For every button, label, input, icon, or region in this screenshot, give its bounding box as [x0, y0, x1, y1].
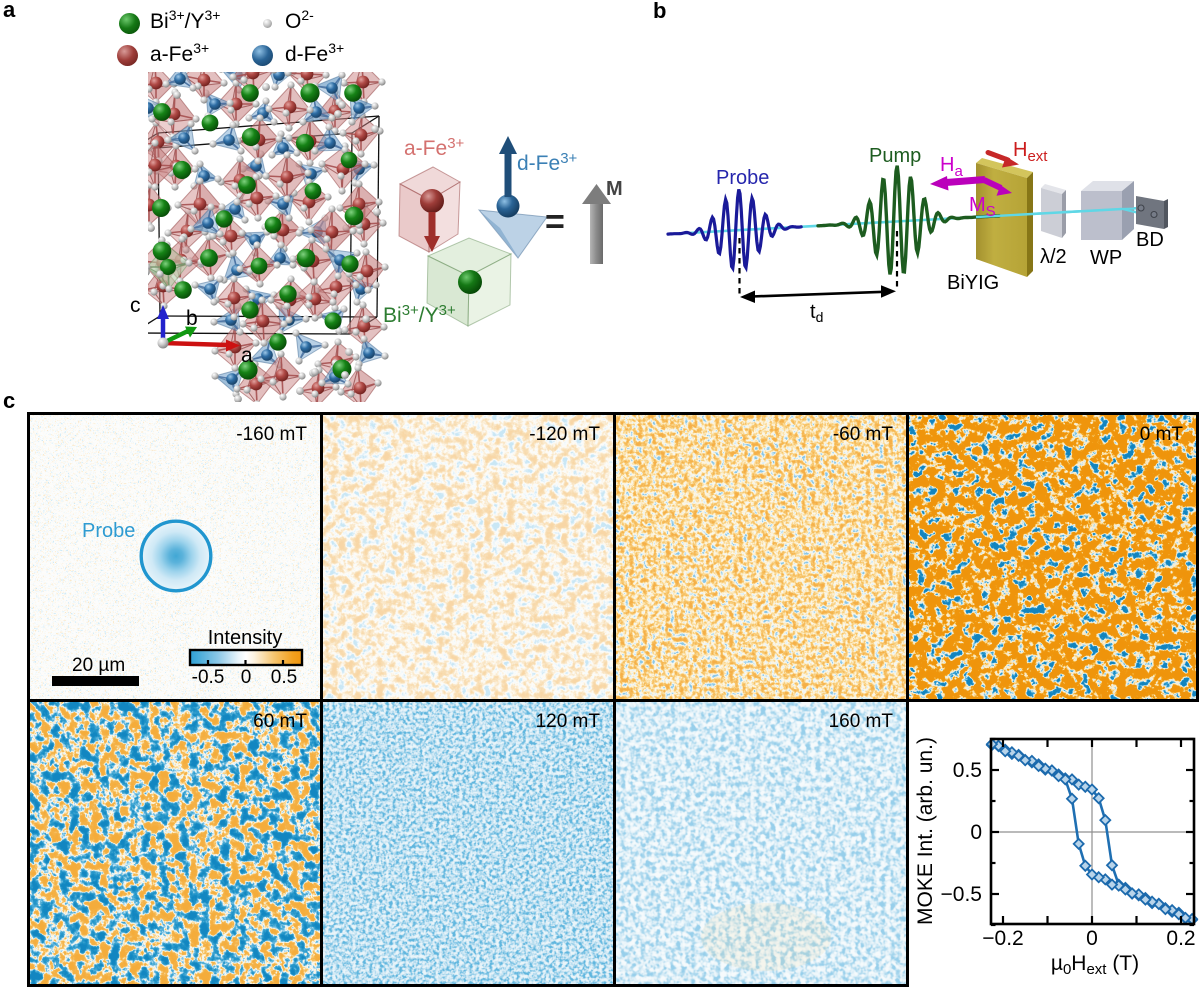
svg-text:0.2: 0.2	[1166, 927, 1195, 950]
svg-text:c: c	[130, 294, 141, 317]
svg-text:b: b	[186, 307, 198, 330]
svg-text:Hext: Hext	[1013, 139, 1048, 165]
svg-text:λ/2: λ/2	[1040, 246, 1067, 268]
svg-text:0.5: 0.5	[953, 759, 982, 782]
svg-text:µ0Hext (T): µ0Hext (T)	[1051, 952, 1139, 978]
svg-text:td: td	[810, 301, 823, 325]
svg-text:0.5: 0.5	[271, 667, 297, 688]
svg-text:0: 0	[970, 821, 982, 844]
svg-text:BiYIG: BiYIG	[947, 272, 999, 294]
svg-text:Ha: Ha	[940, 154, 963, 180]
svg-text:Pump: Pump	[869, 145, 921, 167]
svg-text:−0.5: −0.5	[941, 883, 982, 906]
svg-text:-0.5: -0.5	[192, 667, 225, 688]
svg-text:Probe: Probe	[82, 520, 135, 542]
svg-text:BD: BD	[1136, 229, 1164, 251]
svg-text:0: 0	[1086, 927, 1098, 950]
svg-text:M: M	[606, 178, 623, 200]
svg-text:Intensity: Intensity	[208, 627, 282, 649]
svg-text:−0.2: −0.2	[982, 927, 1023, 950]
svg-text:20 µm: 20 µm	[72, 655, 125, 676]
svg-text:WP: WP	[1090, 247, 1122, 269]
svg-text:MOKE Int. (arb. un.): MOKE Int. (arb. un.)	[914, 737, 937, 925]
svg-text:Probe: Probe	[716, 167, 769, 189]
svg-text:a: a	[241, 344, 253, 367]
svg-text:d-Fe3+: d-Fe3+	[517, 150, 578, 175]
svg-text:=: =	[545, 203, 565, 241]
svg-text:0: 0	[241, 667, 252, 688]
